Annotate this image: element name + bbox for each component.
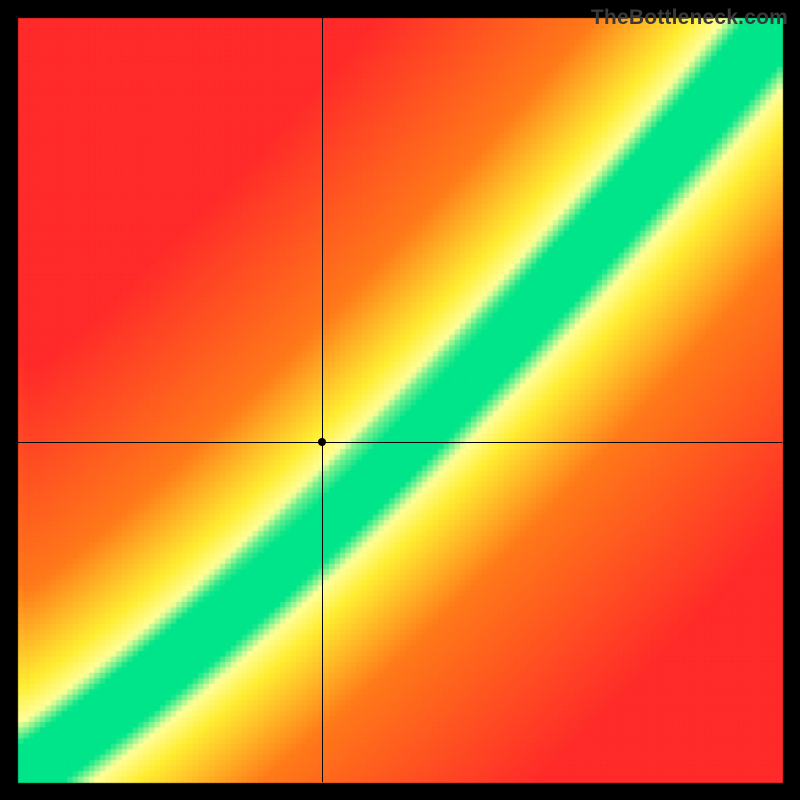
bottleneck-heatmap: { "watermark": { "text": "TheBottleneck.…	[0, 0, 800, 800]
heatmap-canvas	[0, 0, 800, 800]
crosshair-vertical	[322, 18, 323, 782]
watermark-text: TheBottleneck.com	[591, 6, 788, 30]
crosshair-horizontal	[18, 442, 782, 443]
marker-dot	[318, 438, 326, 446]
